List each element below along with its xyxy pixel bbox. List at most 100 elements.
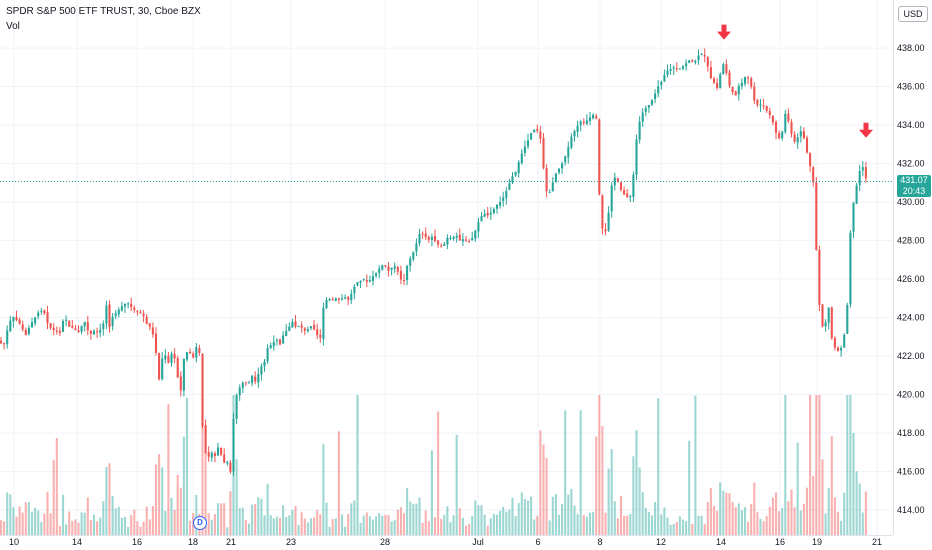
volume-bar — [542, 444, 545, 535]
candle-body — [480, 216, 483, 222]
candle-body — [285, 330, 288, 337]
candle-body — [762, 105, 765, 107]
volume-bar — [52, 459, 55, 535]
candle-body — [362, 279, 365, 281]
x-tick-label: 6 — [535, 537, 540, 547]
volume-bar — [635, 430, 638, 535]
candle-body — [102, 323, 105, 330]
dividend-marker[interactable]: D — [193, 516, 207, 530]
volume-bar — [669, 524, 672, 535]
volume-bar — [359, 522, 362, 535]
volume-bar — [263, 515, 266, 535]
volume-bar — [706, 501, 709, 535]
candle-body — [840, 347, 843, 351]
candle-body — [861, 167, 864, 171]
candle-body — [647, 104, 650, 108]
volume-bar — [805, 487, 809, 535]
volume-bar — [554, 493, 557, 535]
candle-body — [55, 330, 58, 332]
candle-body — [52, 327, 55, 331]
volume-bar — [58, 525, 61, 535]
candle-body — [213, 453, 216, 457]
volume-bar — [511, 497, 514, 535]
volume-bar — [793, 507, 796, 535]
y-tick-label: 424.00 — [897, 313, 925, 323]
candle-body — [120, 306, 123, 311]
volume-bar — [96, 521, 99, 535]
volume-bar — [573, 505, 576, 535]
volume-bar — [722, 490, 725, 535]
volume-bar — [514, 516, 517, 535]
candle-body — [189, 351, 192, 354]
volume-bar — [449, 522, 452, 535]
chart-grid — [0, 0, 893, 535]
volume-bar — [151, 506, 154, 535]
volume-bar — [561, 503, 564, 535]
symbol-title[interactable]: SPDR S&P 500 ETF TRUST, 30, Cboe BZX — [6, 6, 201, 17]
candle-body — [161, 358, 164, 379]
volume-indicator-label[interactable]: Vol — [6, 21, 20, 32]
candle-body — [136, 311, 139, 313]
volume-bar — [266, 483, 269, 535]
volume-bar — [452, 515, 455, 535]
volume-bar — [768, 506, 771, 535]
volume-bar — [412, 503, 415, 535]
volume-bar — [570, 488, 573, 535]
candle-body — [623, 190, 626, 195]
volume-bar — [623, 515, 626, 535]
volume-bar — [809, 395, 812, 535]
volume-bar — [666, 517, 669, 535]
volume-bar — [852, 432, 855, 535]
candle-body — [542, 138, 545, 169]
candle-body — [300, 325, 303, 328]
volume-bar — [108, 463, 111, 535]
candle-body — [111, 316, 114, 327]
candle-body — [37, 312, 40, 317]
currency-button[interactable]: USD — [898, 6, 928, 22]
candle-body — [40, 310, 43, 312]
volume-bar — [660, 514, 663, 535]
candle-body — [220, 447, 223, 455]
volume-bar — [846, 395, 849, 535]
candle-body — [309, 326, 313, 329]
volume-bar — [89, 520, 92, 535]
volume-bar — [216, 503, 220, 535]
candle-body — [784, 113, 787, 132]
price-axis[interactable]: 414.00 416.00 418.00 420.00 422.00 424.00 426.… — [897, 43, 925, 515]
volume-bar — [564, 410, 567, 535]
candle-body — [685, 63, 688, 67]
candle-body — [340, 298, 344, 300]
candle-body — [781, 131, 784, 139]
volume-bar — [753, 482, 756, 535]
volume-bar — [750, 503, 753, 535]
x-tick-label: Jul — [472, 537, 484, 547]
volume-bar — [68, 511, 71, 535]
candle-body — [452, 237, 455, 240]
volume-bar — [229, 491, 232, 535]
volume-bar — [539, 430, 542, 535]
x-tick-label: 16 — [775, 537, 785, 547]
candle-body — [728, 72, 731, 86]
x-tick-label: 14 — [72, 537, 82, 547]
candle-body — [499, 201, 502, 206]
volume-bar — [799, 510, 802, 535]
volume-bar — [306, 522, 309, 535]
volume-bar — [703, 524, 706, 535]
candle-body — [592, 114, 595, 119]
candle-body — [508, 183, 511, 190]
candle-body — [0, 340, 3, 344]
volume-bar — [858, 483, 861, 535]
volume-bar — [471, 515, 474, 535]
volume-bar — [142, 521, 145, 535]
volume-bar — [557, 514, 561, 535]
candle-body — [251, 375, 254, 383]
volume-bar — [154, 464, 158, 535]
candle-body — [263, 361, 266, 367]
volume-bar — [337, 431, 340, 535]
candle-body — [378, 268, 381, 274]
volume-bar — [291, 509, 294, 535]
volume-bar — [238, 508, 241, 535]
candle-body — [554, 173, 557, 183]
time-axis[interactable]: 10 14 16 18 21 23 28 Jul 6 8 12 14 16 19 21 — [9, 537, 882, 547]
